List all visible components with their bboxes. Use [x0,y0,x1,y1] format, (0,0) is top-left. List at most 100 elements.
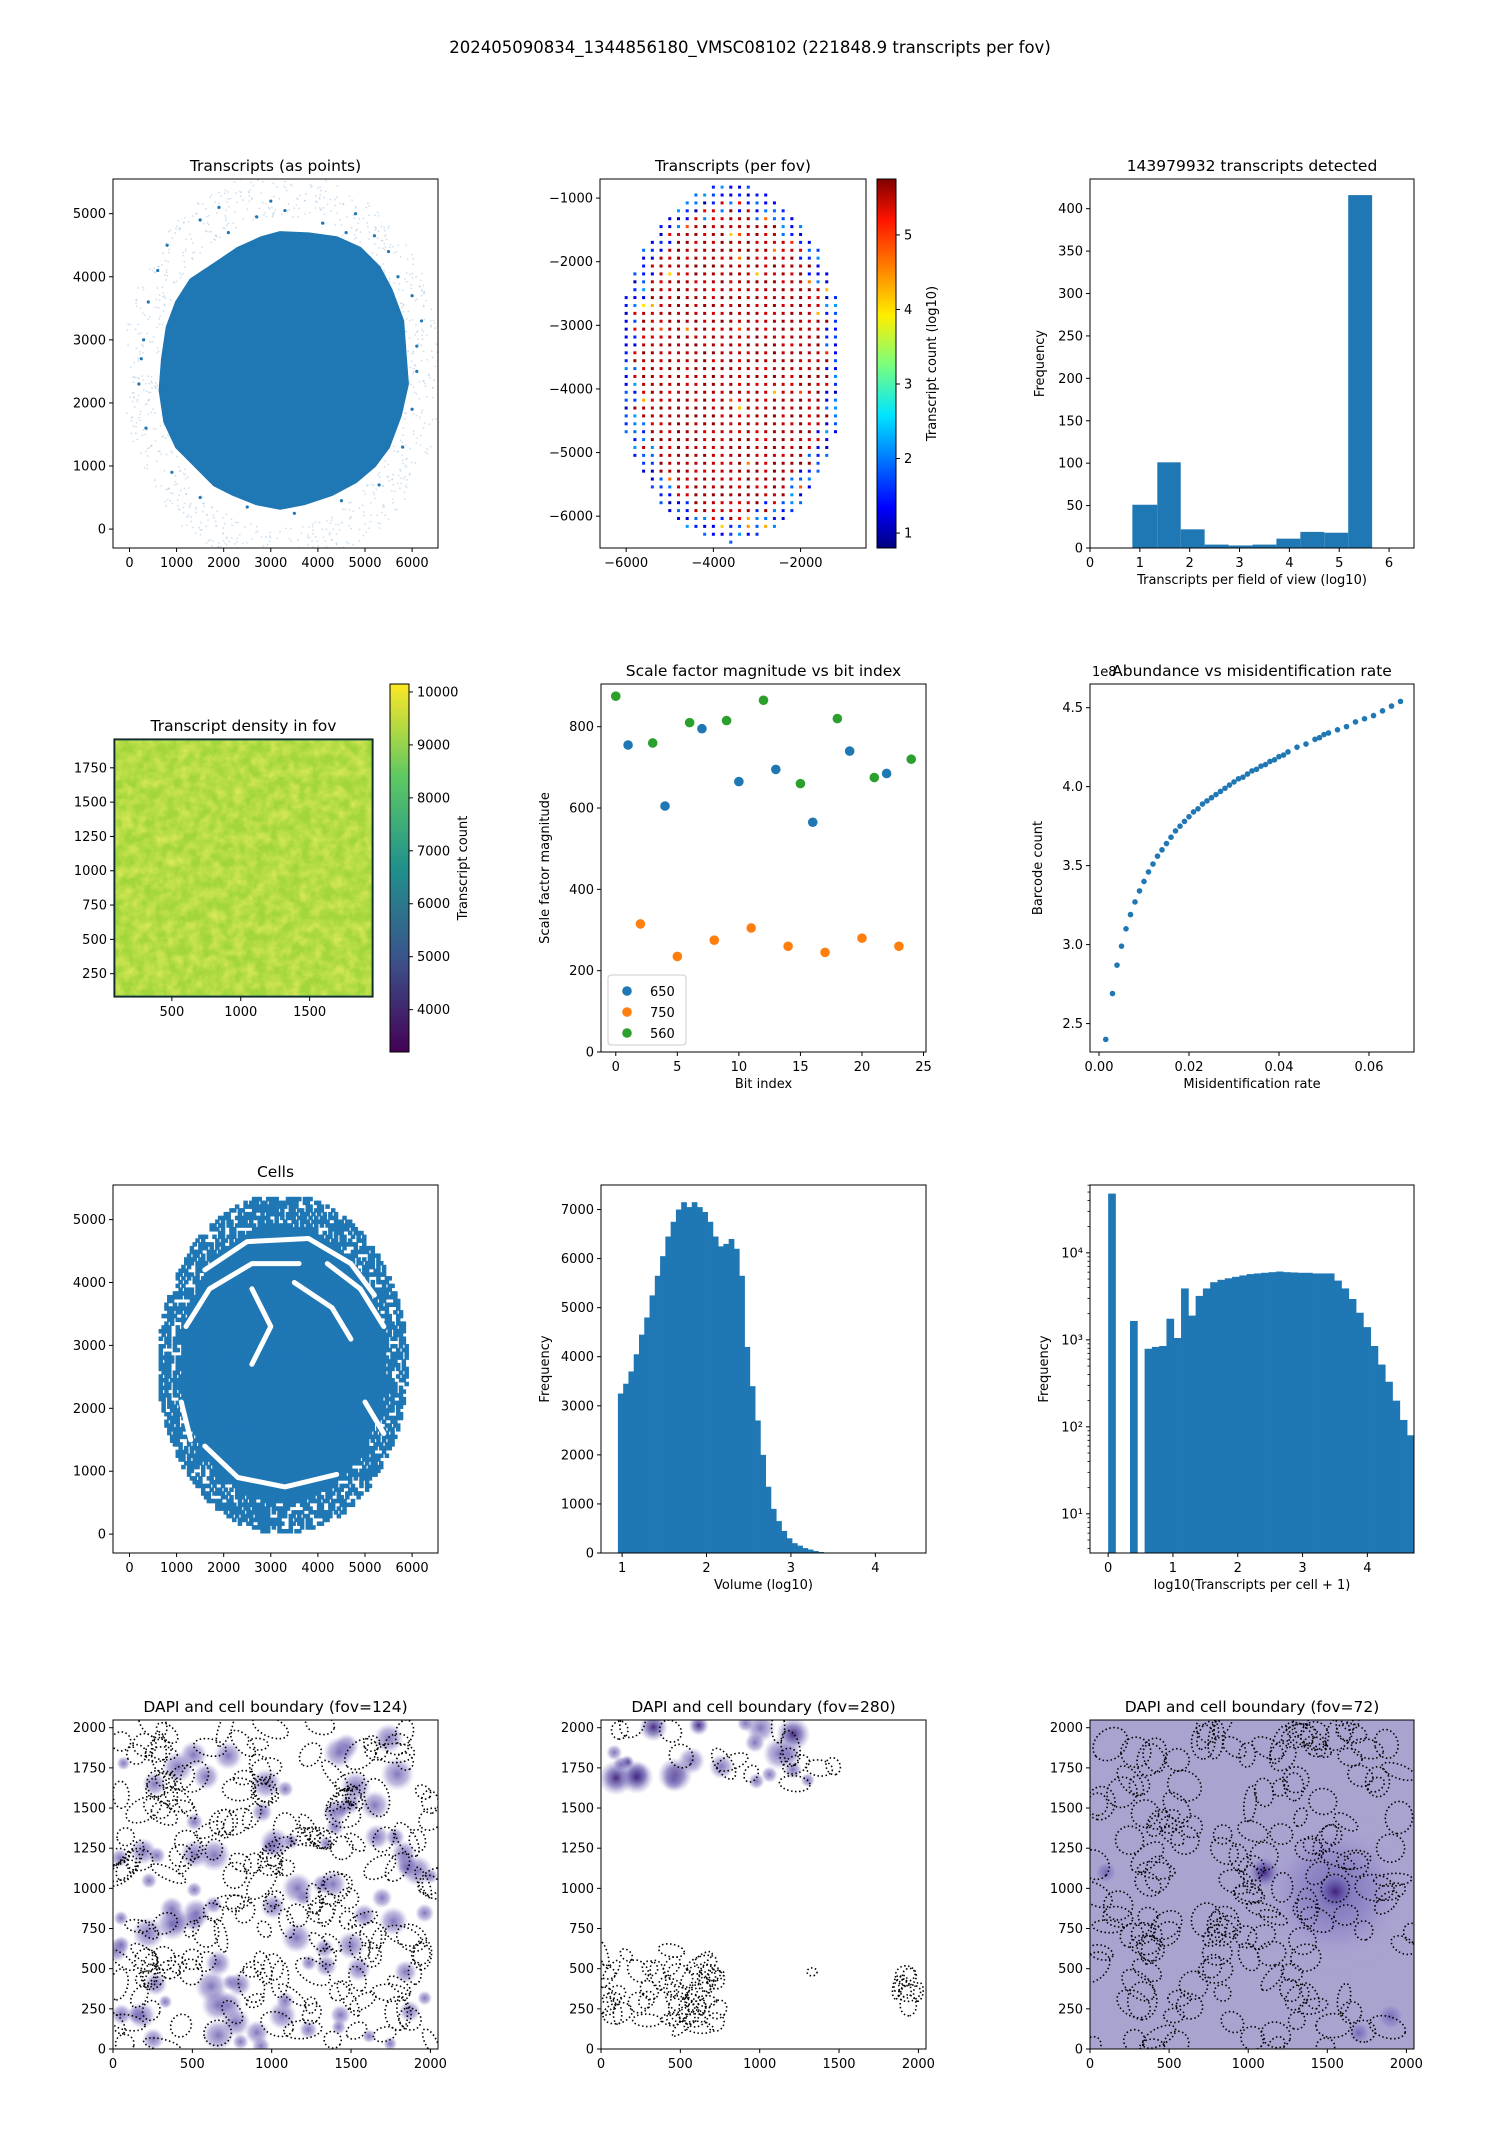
fov-marker [703,382,707,386]
fov-marker [624,398,628,402]
transcript-point [377,230,380,233]
cell-marker [203,1427,209,1432]
fov-marker [764,422,768,426]
transcript-point [401,459,404,461]
cell-marker [198,1362,203,1368]
cell-marker [198,1423,203,1428]
fov-marker [833,390,837,394]
transcript-point [245,505,249,509]
cell-marker [220,1393,226,1398]
fov-marker [755,532,759,536]
fov-marker [755,225,759,229]
transcript-point [292,216,294,218]
cell-marker [175,1366,181,1372]
cell-marker [260,1491,265,1496]
fov-marker [825,327,829,331]
transcript-point [139,410,142,413]
cell-marker [246,1306,251,1311]
cell-marker [271,1385,277,1391]
cell-marker [209,1310,214,1315]
cell-marker [203,1389,209,1394]
transcript-point [215,211,218,214]
cell-marker [265,1525,271,1530]
transcript-point [376,237,379,239]
cell-marker [274,1279,279,1285]
transcript-point [247,190,250,193]
cell-marker [192,1408,197,1413]
transcript-point [178,494,180,497]
transcript-point [383,229,386,232]
fov-marker [772,359,776,363]
transcript-point [156,351,159,354]
transcript-point [376,211,379,214]
cell-marker [181,1389,186,1394]
cell-marker [229,1396,234,1402]
cell-marker [232,1317,237,1323]
cell-marker [257,1219,262,1224]
fov-marker [764,398,768,402]
cell-marker [189,1287,195,1292]
cell-marker [240,1404,246,1409]
fov-marker [772,272,776,276]
cell-marker [181,1317,186,1323]
fov-marker [790,493,794,497]
fov-marker [799,272,803,276]
cell-marker [209,1242,214,1247]
cell-marker [260,1223,265,1228]
fov-marker [668,311,672,315]
cell-marker [212,1317,217,1323]
cell-marker [240,1219,246,1224]
cell-marker [274,1393,279,1398]
cell-marker [209,1487,214,1492]
transcript-point [393,490,396,493]
cell-marker [274,1359,279,1364]
cell-marker [229,1419,234,1425]
cell-marker [217,1325,223,1330]
cell-marker [240,1310,246,1315]
cell-marker [178,1389,183,1394]
fov-marker [738,414,742,418]
cell-marker [209,1381,214,1387]
transcript-point [264,211,267,214]
fov-marker [676,438,680,442]
fov-marker [833,319,837,323]
y-tick-label: 250 [82,967,107,982]
transcript-point [415,414,418,417]
cell-marker [178,1430,183,1436]
transcript-point [405,484,407,487]
transcript-point [211,540,214,542]
fov-marker [676,319,680,323]
fov-marker [816,406,820,410]
fov-marker [764,509,768,513]
cell-marker [203,1453,209,1458]
cell-marker [158,1355,164,1360]
cell-marker [200,1238,206,1243]
cell-marker [260,1430,265,1436]
cell-marker [181,1434,186,1440]
cell-marker [282,1408,288,1413]
cell-marker [203,1385,209,1391]
transcript-point [399,468,401,471]
cell-marker [232,1408,237,1413]
cell-marker [172,1302,178,1308]
cell-marker [200,1321,206,1326]
cell-marker [206,1276,212,1281]
cell-marker [186,1332,192,1338]
cell-marker [251,1510,257,1515]
transcript-point [262,176,264,178]
cell-marker [282,1385,288,1391]
fov-marker [703,256,707,260]
fov-marker [685,303,689,307]
fov-marker [833,406,837,410]
transcript-point [171,237,174,239]
cell-marker [198,1306,203,1311]
fov-marker [729,248,733,252]
cell-marker [175,1434,181,1440]
fov-marker [676,469,680,473]
cell-marker [271,1491,277,1496]
cell-marker [232,1298,237,1304]
transcript-point [305,175,307,177]
cell-marker [254,1306,260,1311]
cell-marker [251,1453,257,1458]
